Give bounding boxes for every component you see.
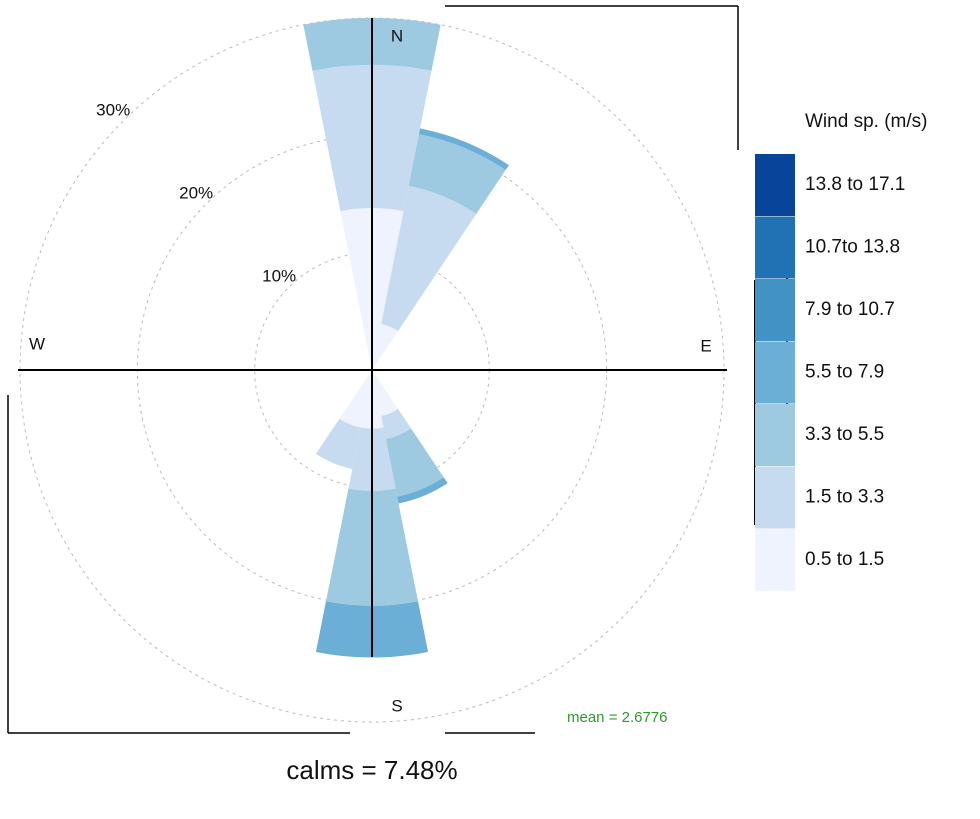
legend-swatch — [755, 216, 795, 279]
legend-label: 7.9 to 10.7 — [805, 299, 895, 320]
rose-segment — [397, 477, 448, 504]
legend-label: 1.5 to 3.3 — [805, 487, 884, 508]
compass-label: E — [700, 336, 711, 355]
compass-label: N — [391, 26, 403, 45]
legend-label: 0.5 to 1.5 — [805, 549, 884, 570]
r-tick-label: 10% — [262, 267, 296, 286]
rose — [303, 18, 509, 658]
compass-label: W — [29, 334, 45, 353]
r-tick-label: 20% — [179, 184, 213, 203]
legend-title: Wind sp. (m/s) — [805, 111, 927, 132]
legend-swatch — [755, 154, 795, 216]
legend-swatch — [755, 341, 795, 404]
rose-segment — [339, 370, 372, 428]
rose-segment — [381, 185, 477, 331]
legend-label: 5.5 to 7.9 — [805, 362, 884, 383]
rose-segment — [381, 409, 412, 440]
legend-label: 10.7to 13.8 — [805, 237, 900, 258]
legend: 13.8 to 17.1 10.7to 13.8 7.9 to 10.7 5.5 to… — [755, 154, 905, 591]
rose-segment — [372, 323, 399, 370]
rose-segment — [408, 134, 506, 214]
legend-swatch — [755, 279, 795, 341]
legend-label: 13.8 to 17.1 — [805, 174, 905, 195]
rose-segment — [315, 418, 361, 469]
rose-segment — [418, 128, 509, 171]
legend-swatch — [755, 466, 795, 529]
legend-swatch — [755, 404, 795, 466]
compass-label: S — [391, 696, 402, 715]
rose-segment — [385, 428, 444, 497]
calms-label: calms = 7.48% — [286, 755, 457, 785]
legend-label: 3.3 to 5.5 — [805, 424, 884, 445]
rose-segment — [372, 370, 399, 417]
mean-label: mean = 2.6776 — [567, 709, 668, 726]
r-tick-label: 30% — [96, 101, 130, 120]
legend-swatch — [755, 529, 795, 591]
